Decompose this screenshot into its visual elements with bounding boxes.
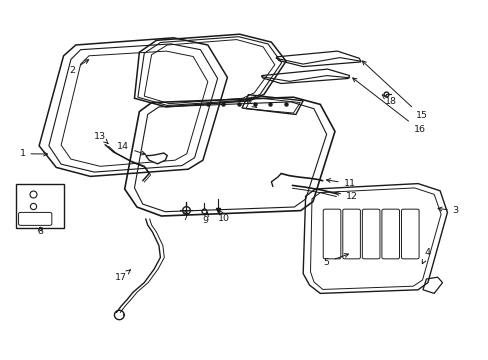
Text: 13: 13: [94, 132, 108, 144]
Text: 5: 5: [323, 253, 348, 266]
Text: 7: 7: [182, 210, 187, 222]
Text: 18: 18: [381, 95, 396, 106]
Text: 10: 10: [218, 211, 229, 223]
Bar: [16, 184, 63, 228]
Polygon shape: [145, 153, 167, 164]
Text: 11: 11: [326, 179, 355, 188]
Text: 8: 8: [37, 227, 43, 236]
Text: 16: 16: [352, 78, 425, 134]
Text: 3: 3: [437, 206, 458, 215]
Text: 2: 2: [69, 60, 88, 75]
Text: 1: 1: [20, 149, 47, 158]
Text: 12: 12: [335, 192, 357, 201]
Text: 14: 14: [117, 143, 145, 155]
Text: 6: 6: [245, 97, 256, 108]
Text: 9: 9: [202, 212, 208, 225]
Text: 4: 4: [422, 248, 430, 264]
Text: 17: 17: [115, 270, 130, 282]
Text: 15: 15: [362, 61, 427, 120]
